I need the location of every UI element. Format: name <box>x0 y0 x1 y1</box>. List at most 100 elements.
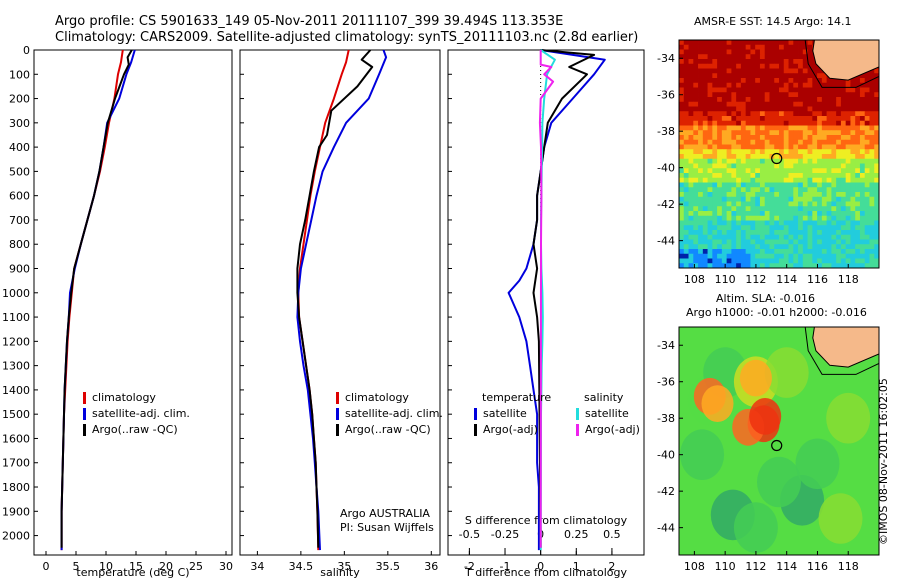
sst-cell <box>726 116 732 122</box>
sst-cell <box>793 144 799 150</box>
sst-cell <box>798 163 804 169</box>
sst-cell <box>774 40 780 46</box>
sst-cell <box>821 230 828 236</box>
y-tick-label: 500 <box>9 165 30 178</box>
sst-cell <box>688 87 694 93</box>
sst-cell <box>693 220 699 226</box>
sst-cell <box>812 144 818 150</box>
sla-blob <box>739 359 772 397</box>
sst-cell <box>683 125 689 131</box>
sst-cell <box>707 201 713 207</box>
sst-cell <box>693 201 699 207</box>
sst-cell <box>693 225 699 231</box>
sst-cell <box>859 125 866 131</box>
sst-cell <box>707 182 713 188</box>
sst-cell <box>774 182 780 188</box>
sst-cell <box>836 78 842 84</box>
sst-cell <box>759 125 766 131</box>
sst-cell <box>683 111 689 117</box>
sst-cell <box>683 40 689 46</box>
sst-cell <box>726 239 732 245</box>
sst-cell <box>831 173 837 179</box>
sst-cell <box>769 87 775 93</box>
sst-cell <box>726 230 732 236</box>
sst-cell <box>793 135 799 141</box>
sst-cell <box>788 149 794 155</box>
sst-cell <box>807 92 813 98</box>
sst-cell <box>764 97 770 103</box>
sst-cell <box>774 163 780 169</box>
sst-cell <box>759 177 766 183</box>
sst-cell <box>759 106 766 112</box>
sst-cell <box>769 230 775 236</box>
sst-cell <box>731 258 737 264</box>
sst-cell <box>736 139 742 145</box>
sst-cell <box>740 106 747 112</box>
sst-cell <box>788 144 794 150</box>
sst-cell <box>874 201 879 207</box>
sst-cell <box>798 173 804 179</box>
sst-cell <box>793 97 799 103</box>
sst-cell <box>855 130 861 136</box>
sst-cell <box>779 130 785 136</box>
sst-cell <box>712 125 718 131</box>
sst-cell <box>683 234 689 240</box>
sst-cell <box>874 211 879 217</box>
sst-cell <box>683 206 689 212</box>
sst-cell <box>783 168 789 174</box>
sst-cell <box>726 92 732 98</box>
sst-cell <box>840 149 847 155</box>
sst-cell <box>859 106 866 112</box>
sst-cell <box>845 116 851 122</box>
sst-cell <box>731 139 737 145</box>
sst-cell <box>855 158 861 164</box>
sst-cell <box>717 158 723 164</box>
sst-cell <box>774 215 780 221</box>
sst-cell <box>774 139 780 145</box>
sst-cell <box>821 177 828 183</box>
sst-cell <box>798 168 804 174</box>
sst-cell <box>731 163 737 169</box>
sst-cell <box>840 263 847 268</box>
sst-cell <box>793 87 799 93</box>
sst-cell <box>731 182 737 188</box>
sst-cell <box>836 125 842 131</box>
sst-cell <box>707 144 713 150</box>
sst-cell <box>755 173 761 179</box>
sst-cell <box>698 49 704 55</box>
sst-cell <box>779 68 785 74</box>
sst-cell <box>707 116 713 122</box>
sst-cell <box>688 244 694 250</box>
sst-cell <box>740 253 747 259</box>
sst-cell <box>712 149 718 155</box>
sst-cell <box>745 201 751 207</box>
sst-cell <box>774 111 780 117</box>
sst-cell <box>859 225 866 231</box>
sst-cell <box>798 78 804 84</box>
x2-tick-label: 0.25 <box>564 528 589 541</box>
sst-cell <box>807 234 813 240</box>
sst-cell <box>698 234 704 240</box>
sst-cell <box>836 158 842 164</box>
sst-cell <box>688 120 694 126</box>
x-axis-label: temperature (deg C) <box>76 566 189 579</box>
shelf-contour <box>804 40 879 88</box>
sst-cell <box>745 135 751 141</box>
x-tick-label: 34.5 <box>289 560 314 573</box>
sst-cell <box>726 177 732 183</box>
sst-cell <box>864 135 870 141</box>
y-tick-label: 1400 <box>2 384 30 397</box>
sst-cell <box>836 201 842 207</box>
sst-cell <box>745 68 751 74</box>
sst-cell <box>759 225 766 231</box>
sst-cell <box>736 206 742 212</box>
sst-cell <box>707 63 713 69</box>
sst-cell <box>812 87 818 93</box>
sla-blob <box>680 429 725 481</box>
sst-cell <box>807 206 813 212</box>
sst-cell <box>831 225 837 231</box>
sst-cell <box>755 101 761 107</box>
sst-cell <box>855 249 861 255</box>
sst-cell <box>759 54 766 60</box>
sst-cell <box>817 158 823 164</box>
